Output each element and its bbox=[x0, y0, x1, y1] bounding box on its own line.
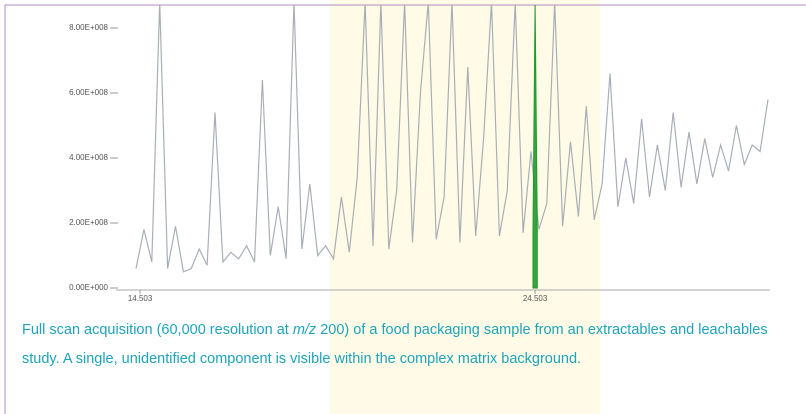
x-tick-label: 14.503 bbox=[128, 294, 153, 303]
caption: Full scan acquisition (60,000 resolution… bbox=[22, 316, 792, 373]
caption-text: 200) of a food packaging sample from an … bbox=[22, 322, 768, 367]
x-tick-label: 24.503 bbox=[523, 294, 548, 303]
y-tick-label: 2.00E+008 bbox=[69, 218, 108, 227]
y-tick-label: 4.00E+008 bbox=[69, 153, 108, 162]
y-tick-label: 6.00E+008 bbox=[69, 88, 108, 97]
caption-text: Full scan acquisition (60,000 resolution… bbox=[22, 322, 293, 338]
highlight-peak bbox=[532, 5, 538, 289]
y-tick-label: 0.00E+000 bbox=[69, 283, 108, 292]
y-tick-label: 8.00E+008 bbox=[69, 23, 108, 32]
background-band bbox=[330, 0, 600, 414]
caption-italic: m/z bbox=[292, 322, 317, 338]
plot-area bbox=[135, 5, 769, 289]
trace bbox=[135, 5, 769, 273]
